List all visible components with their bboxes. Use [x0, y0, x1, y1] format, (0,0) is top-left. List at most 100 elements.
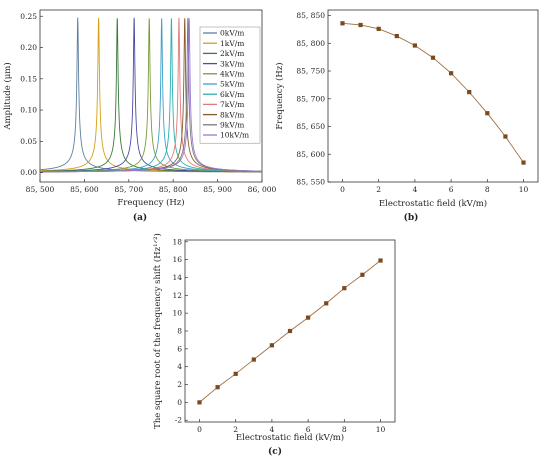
- panel-b-data-point: [376, 26, 381, 31]
- panel-b-data-point: [521, 160, 526, 165]
- panel-b-data-series: [340, 21, 526, 165]
- panel-c-data-point: [251, 357, 256, 362]
- panel-b-y-tick-label: 85, 600: [296, 150, 325, 159]
- panel-c-y-tick-label: 4: [177, 362, 182, 371]
- legend-entry: 2kV/m: [220, 49, 244, 58]
- legend-entry: 5kV/m: [220, 80, 244, 89]
- panel-c-x-tick-label: 4: [270, 425, 275, 434]
- panel-c-data-point: [306, 315, 311, 320]
- panel-c-y-tick-label: 2: [177, 380, 182, 389]
- panel-a-x-tick-label: 86, 000: [248, 185, 277, 194]
- legend-entry: 6kV/m: [220, 90, 244, 99]
- panel-c-data-series: [197, 258, 383, 405]
- panel-a-x-tick-label: 85, 600: [70, 185, 99, 194]
- panel-c-x-axis-label: Electrostatic field (kV/m): [236, 432, 344, 443]
- panel-c-y-tick-label: -2: [175, 416, 183, 425]
- panel-c-x-tick-label: 2: [233, 425, 238, 434]
- panel-c-y-tick-label: 16: [172, 255, 182, 264]
- panel-a-y-axis-label: Amplitude (μm): [2, 62, 13, 130]
- panel-c-x-axis: 0 2 4 6 8 10: [197, 419, 386, 434]
- panel-b-y-tick-label: 85, 650: [296, 122, 325, 131]
- panel-a-frequency-response: 85, 500 85, 600 85, 700 85, 800 85, 900 86, 0…: [2, 9, 277, 223]
- panel-c-data-point: [269, 343, 274, 348]
- panel-b-x-tick-label: 0: [340, 185, 345, 194]
- panel-b-y-tick-label: 85, 850: [296, 11, 325, 20]
- panel-b-y-tick-label: 85, 700: [296, 94, 325, 103]
- panel-a-y-tick-label: 0.25: [20, 12, 37, 21]
- panel-a-y-tick-label: 0.05: [20, 137, 37, 146]
- panel-c-data-point: [324, 301, 329, 306]
- panel-b-y-tick-label: 85, 750: [296, 67, 325, 76]
- panel-a-y-tick-label: 0.20: [20, 43, 37, 52]
- panel-c-y-axis: -2 0 2 4 6 8 10 12 14 16 18: [172, 237, 188, 425]
- legend-entry: 4kV/m: [220, 70, 244, 79]
- panel-b-plot-frame: [327, 9, 539, 183]
- panel-b-x-tick-label: 10: [519, 185, 529, 194]
- panel-b-data-point: [485, 111, 490, 116]
- legend-entry: 10kV/m: [220, 131, 249, 140]
- panel-b-data-point: [358, 22, 363, 28]
- panel-b-data-point: [340, 21, 345, 26]
- panel-b-label: (b): [404, 212, 419, 223]
- panel-a-y-tick-label: 0.15: [20, 74, 37, 83]
- panel-c-data-point: [233, 371, 238, 376]
- panel-b-y-axis: 85, 550 85, 600 85, 650 85, 700 85, 750 85, 8…: [296, 11, 331, 187]
- panel-c-x-tick-label: 8: [342, 425, 347, 434]
- panel-b-x-axis-label: Electrostatic field (kV/m): [379, 198, 487, 209]
- legend-entry: 3kV/m: [220, 59, 244, 68]
- panel-c-y-tick-label: 14: [172, 273, 182, 282]
- panel-c-y-tick-label: 18: [172, 237, 182, 246]
- panel-b-y-axis-label: Frequency (Hz): [274, 62, 285, 129]
- panel-b-y-tick-label: 85, 800: [296, 39, 325, 48]
- panel-a-x-axis: 85, 500 85, 600 85, 700 85, 800 85, 900 86, 0…: [26, 179, 277, 194]
- panel-b-data-point: [503, 134, 508, 139]
- panel-b-data-point: [467, 90, 472, 95]
- panel-a-x-tick-label: 85, 700: [114, 185, 143, 194]
- panel-a-x-axis-label: Frequency (Hz): [117, 197, 184, 208]
- panel-b-x-tick-label: 4: [413, 185, 418, 194]
- panel-b-x-tick-label: 8: [485, 185, 490, 194]
- legend-entry: 9kV/m: [220, 121, 244, 130]
- panel-c-label: (c): [268, 446, 282, 457]
- panel-c-data-point: [378, 258, 383, 263]
- panel-b-data-point: [449, 71, 454, 76]
- panel-b-data-point: [412, 43, 417, 48]
- panel-c-x-tick-label: 6: [306, 425, 311, 434]
- panel-c-y-tick-label: 12: [172, 291, 182, 300]
- panel-c-data-point: [197, 400, 202, 405]
- panel-a-y-tick-label: 0.00: [20, 168, 37, 177]
- panel-c-data-point: [215, 385, 220, 390]
- panel-c-x-tick-label: 10: [376, 425, 386, 434]
- panel-b-x-tick-label: 6: [449, 185, 454, 194]
- panel-a-x-tick-label: 85, 800: [159, 185, 188, 194]
- panel-c-data-point: [342, 286, 347, 291]
- panel-c-data-point: [360, 272, 365, 277]
- panel-b-y-tick-label: 85, 550: [296, 178, 325, 187]
- panel-a-label: (a): [133, 212, 147, 223]
- panel-b-x-axis: 0 2 4 6 8 10: [340, 179, 529, 194]
- legend-entry: 1kV/m: [220, 39, 244, 48]
- legend-entry: 0kV/m: [220, 29, 244, 38]
- panel-a-resonance-curves: [39, 17, 262, 173]
- panel-c-y-tick-label: 6: [177, 344, 182, 353]
- legend-entry: 8kV/m: [220, 110, 244, 119]
- legend-entry: 7kV/m: [220, 100, 244, 109]
- panel-c-x-tick-label: 0: [197, 425, 202, 434]
- panel-c-y-tick-label: 10: [172, 309, 182, 318]
- panel-c-sqrt-shift-vs-field: 0 2 4 6 8 10 -2 0 2 4 6 8 10 12 14 16 18 Electrostatic …: [152, 233, 396, 457]
- panel-a-y-tick-label: 0.10: [20, 106, 37, 115]
- panel-a-x-tick-label: 85, 500: [26, 185, 55, 194]
- panel-c-y-axis-label: The square root of the frequency shift (…: [152, 233, 163, 429]
- panel-b-data-point: [394, 33, 399, 39]
- panel-b-data-point: [430, 55, 436, 60]
- panel-a-y-axis: 0.00 0.05 0.10 0.15 0.20 0.25: [20, 12, 43, 177]
- series-line-10kV/m: [40, 18, 262, 173]
- panel-c-y-tick-label: 8: [177, 327, 182, 336]
- panel-c-data-point: [287, 328, 293, 334]
- panel-c-y-tick-label: 0: [177, 398, 182, 407]
- legend-box: [199, 26, 261, 144]
- panel-a-x-tick-label: 85, 900: [203, 185, 232, 194]
